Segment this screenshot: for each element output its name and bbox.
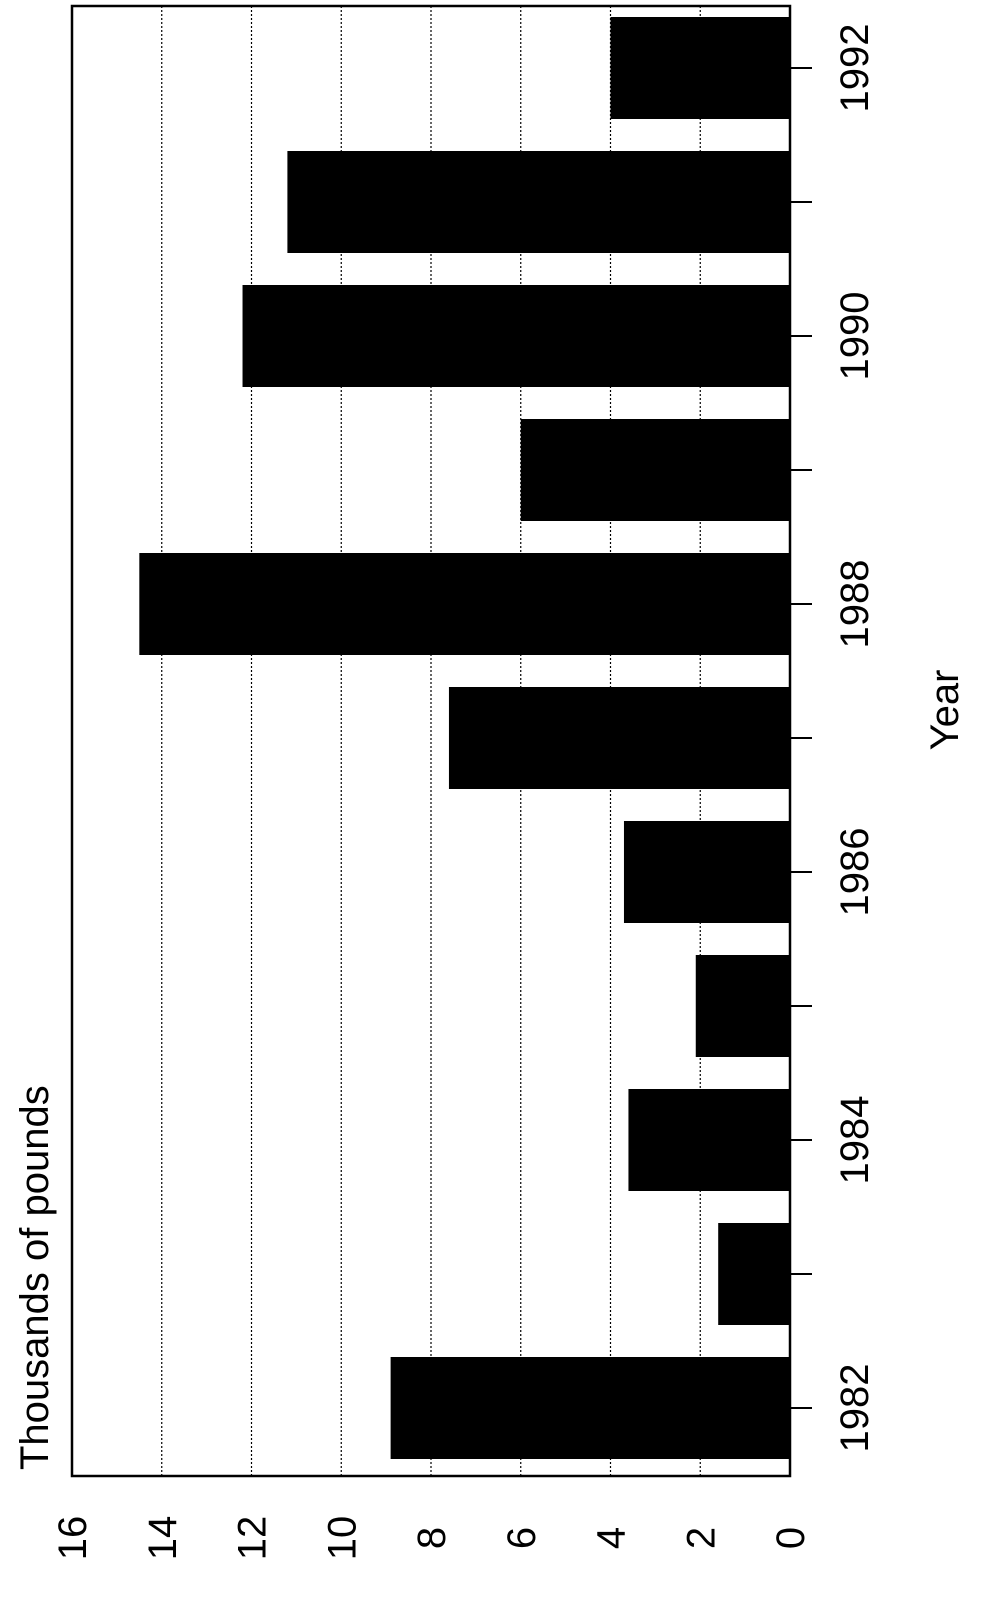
y-tick-label: 6: [500, 1527, 544, 1549]
x-tick-label: 1992: [833, 24, 877, 113]
x-tick-label: 1990: [833, 292, 877, 381]
bar: [242, 285, 790, 387]
bar: [287, 151, 790, 253]
bar: [448, 687, 790, 789]
y-axis-title: Thousands of pounds: [13, 1085, 57, 1470]
bar: [610, 17, 790, 119]
ticks: [790, 67, 812, 1409]
x-axis-title: Year: [923, 670, 967, 751]
bar: [139, 553, 790, 655]
y-tick-label: 8: [410, 1527, 454, 1549]
tick-labels: 0 2 4 6 8 10 12 14 16 1982 1984 1986 1988 1990 1992: [51, 24, 877, 1561]
bar: [628, 1089, 790, 1191]
plot-frame: [70, 4, 792, 1478]
x-tick-label: 1984: [833, 1096, 877, 1185]
x-tick-label: 1982: [833, 1364, 877, 1453]
bar: [390, 1357, 790, 1459]
y-tick-label: 10: [320, 1516, 364, 1561]
bar: [695, 955, 790, 1057]
y-tick-label: 12: [231, 1516, 275, 1561]
y-tick-label: 4: [590, 1527, 634, 1549]
bar: [623, 821, 790, 923]
x-tick-label: 1988: [833, 560, 877, 649]
y-tick-label: 16: [51, 1516, 95, 1561]
y-tick-label: 2: [679, 1527, 723, 1549]
bar: [718, 1223, 790, 1325]
bar: [520, 419, 790, 521]
bars: [139, 17, 790, 1459]
x-tick-label: 1986: [833, 828, 877, 917]
y-tick-label: 14: [141, 1516, 185, 1561]
y-tick-label: 0: [769, 1527, 813, 1549]
